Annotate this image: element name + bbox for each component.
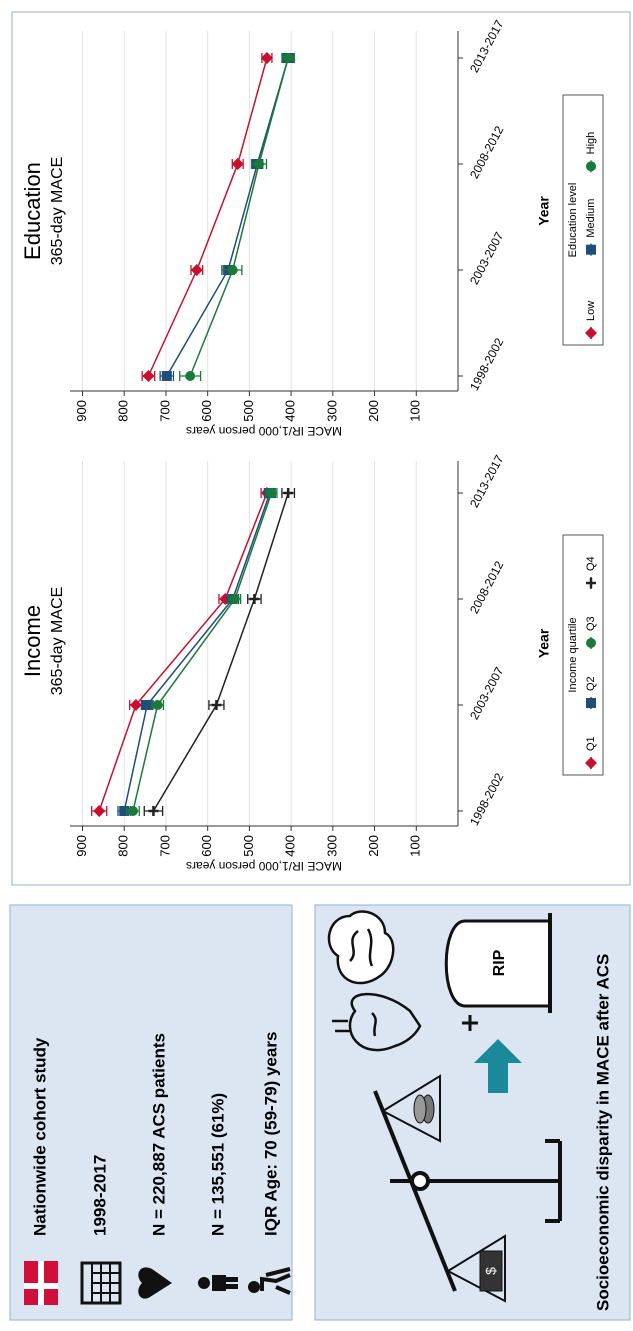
marker (190, 264, 203, 276)
svg-text:$: $ (483, 1267, 499, 1275)
y-axis-title: MACE IR/1,000 person years (186, 859, 342, 873)
chart-subtitle: 365-day MACE (49, 587, 66, 696)
series-line (147, 57, 268, 377)
marker (93, 805, 106, 817)
series-line (152, 492, 289, 812)
legend-title: Income quartile (567, 617, 579, 692)
series-line (98, 492, 268, 812)
legend-marker (585, 757, 597, 769)
marker (283, 488, 294, 498)
legend-marker (586, 161, 596, 172)
marker (185, 371, 196, 381)
legend-label: High (585, 132, 597, 155)
chart-title: Income (20, 605, 45, 677)
legend-label: Low (585, 301, 597, 321)
legend-label: Medium (585, 199, 597, 238)
legend-marker (586, 698, 596, 708)
icon-calendar (80, 1261, 122, 1305)
chart-subtitle: 365-day MACE (49, 157, 66, 266)
legend-box (562, 94, 604, 346)
y-tick-label: 900 (74, 400, 89, 422)
heart (332, 992, 422, 1052)
marker (211, 700, 222, 710)
y-tick-label: 600 (199, 835, 214, 857)
icon-heart (138, 1267, 172, 1299)
legend-marker (586, 244, 596, 255)
chart-title: Education (20, 162, 45, 260)
series-line (132, 492, 273, 812)
y-tick-label: 200 (366, 835, 381, 857)
marker (148, 806, 159, 816)
marker (127, 806, 138, 816)
legend-box (562, 534, 604, 776)
y-tick-label: 300 (324, 400, 339, 422)
series-line (166, 57, 289, 377)
legend-label: Q2 (585, 676, 597, 691)
marker (260, 52, 273, 64)
brain (327, 910, 395, 985)
y-tick-label: 900 (74, 835, 89, 857)
tombstone-text: RIP (491, 949, 508, 976)
y-tick-label: 200 (366, 400, 381, 422)
y-tick-label: 500 (241, 400, 256, 422)
charts-panel (11, 11, 631, 886)
marker (227, 265, 238, 275)
icon-person (198, 1275, 238, 1291)
x-axis-title: Year (536, 196, 552, 226)
marker (129, 699, 142, 711)
info-text: 1998-2017 (90, 1155, 109, 1236)
marker (266, 488, 277, 498)
y-tick-label: 400 (283, 400, 298, 422)
legend-marker (586, 578, 596, 588)
y-tick-label: 800 (116, 835, 131, 857)
legend-label: Q4 (585, 556, 597, 571)
x-axis-title: Year (536, 628, 552, 658)
info-text: N = 220,887 ACS patients (149, 1033, 168, 1236)
marker (142, 700, 153, 710)
marker (152, 700, 163, 710)
y-tick-label: 700 (157, 400, 172, 422)
legend-label: Q1 (585, 736, 597, 751)
y-tick-label: 300 (324, 835, 339, 857)
legend-title: Education level (567, 183, 579, 258)
series-line (123, 492, 271, 812)
info-panel (9, 904, 293, 1321)
info-text: Nationwide cohort study (30, 1037, 49, 1236)
y-tick-label: 100 (408, 400, 423, 422)
series-line (189, 57, 289, 377)
tombstone: RIP (444, 913, 552, 1031)
info-text: IQR Age: 70 (59-79) years (261, 1032, 280, 1236)
arrow (474, 1039, 522, 1093)
icon-elderly (248, 1267, 291, 1295)
marker (142, 370, 155, 382)
balance-scale: $ (373, 1074, 562, 1303)
y-tick-label: 800 (116, 400, 131, 422)
marker (231, 158, 244, 170)
legend-label: Q3 (585, 616, 597, 631)
y-tick-label: 400 (283, 835, 298, 857)
marker (283, 53, 294, 63)
marker (249, 594, 260, 604)
y-axis-title: MACE IR/1,000 person years (186, 424, 342, 438)
icon-flag (24, 1261, 58, 1305)
marker (229, 594, 240, 604)
marker (161, 371, 172, 381)
legend-marker (586, 638, 596, 648)
summary-caption: Socioeconomic disparity in MACE after AC… (593, 954, 612, 1311)
y-tick-label: 700 (157, 835, 172, 857)
info-text: N = 135,551 (61%) (208, 1093, 227, 1236)
y-tick-label: 600 (199, 400, 214, 422)
y-tick-label: 500 (241, 835, 256, 857)
y-tick-label: 100 (408, 835, 423, 857)
legend-marker (585, 327, 597, 339)
marker (253, 159, 264, 169)
